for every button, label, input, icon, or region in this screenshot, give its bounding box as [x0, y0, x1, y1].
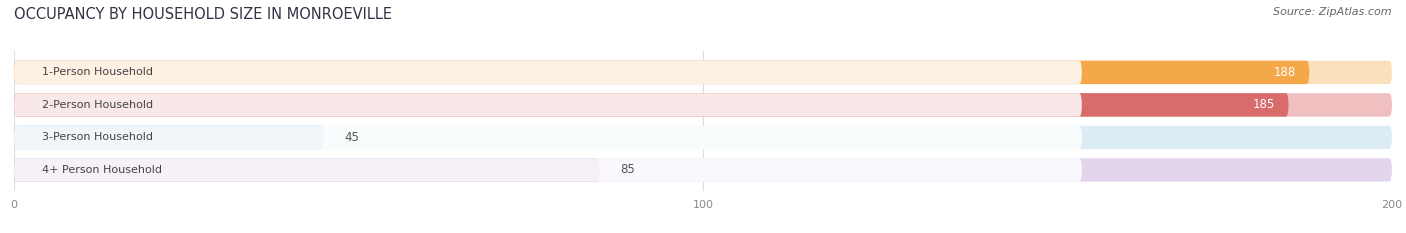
- FancyBboxPatch shape: [14, 61, 1309, 84]
- FancyBboxPatch shape: [14, 126, 1083, 149]
- Text: Source: ZipAtlas.com: Source: ZipAtlas.com: [1274, 7, 1392, 17]
- Text: 1-Person Household: 1-Person Household: [42, 67, 153, 77]
- Text: 2-Person Household: 2-Person Household: [42, 100, 153, 110]
- Text: 188: 188: [1274, 66, 1295, 79]
- FancyBboxPatch shape: [14, 126, 325, 149]
- Text: 185: 185: [1253, 98, 1275, 111]
- FancyBboxPatch shape: [14, 126, 1392, 149]
- Text: OCCUPANCY BY HOUSEHOLD SIZE IN MONROEVILLE: OCCUPANCY BY HOUSEHOLD SIZE IN MONROEVIL…: [14, 7, 392, 22]
- FancyBboxPatch shape: [14, 158, 1083, 182]
- Text: 3-Person Household: 3-Person Household: [42, 132, 153, 142]
- Text: 4+ Person Household: 4+ Person Household: [42, 165, 162, 175]
- Text: 85: 85: [620, 163, 636, 176]
- FancyBboxPatch shape: [14, 93, 1289, 116]
- FancyBboxPatch shape: [14, 93, 1083, 116]
- FancyBboxPatch shape: [14, 158, 599, 182]
- FancyBboxPatch shape: [14, 61, 1083, 84]
- FancyBboxPatch shape: [14, 93, 1392, 116]
- FancyBboxPatch shape: [14, 61, 1392, 84]
- Text: 45: 45: [344, 131, 360, 144]
- FancyBboxPatch shape: [14, 158, 1392, 182]
